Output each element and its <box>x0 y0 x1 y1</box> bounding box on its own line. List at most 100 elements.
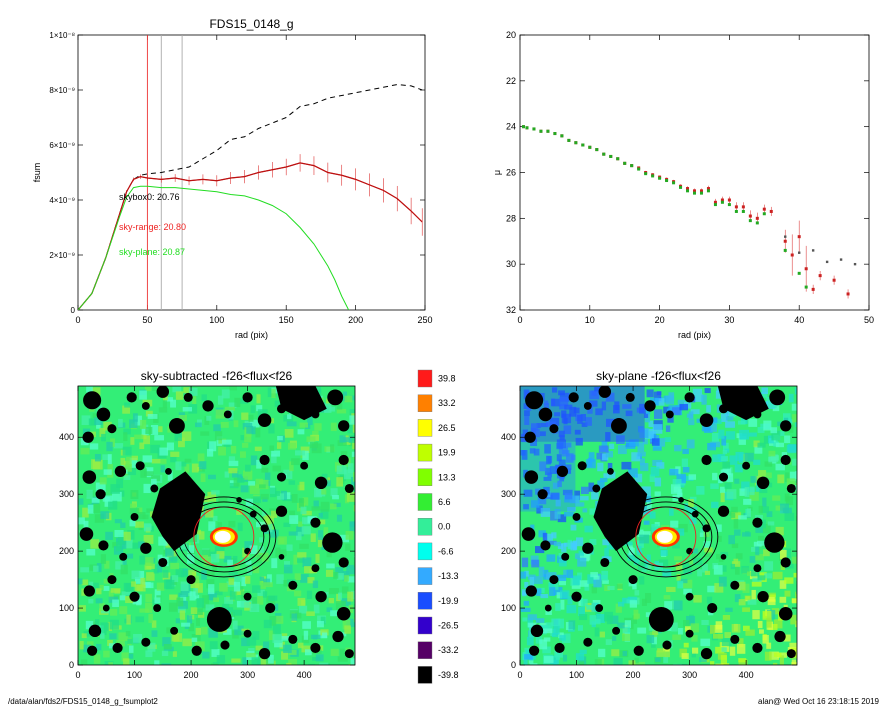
skysub-speckle <box>119 595 126 601</box>
skysub-speckle <box>344 395 353 403</box>
skysub-speckle <box>304 649 312 656</box>
skysub-speckle <box>83 644 92 653</box>
skyplane-speckle <box>771 608 780 615</box>
skysub-speckle <box>132 413 138 422</box>
skyplane-speckle <box>726 489 737 499</box>
skyplane-speckle <box>635 661 645 665</box>
skyplane-image <box>520 386 797 665</box>
skyplane-speckle <box>724 482 732 489</box>
skysub-speckle <box>237 522 243 532</box>
skysub-speckle <box>129 508 140 514</box>
mu-point <box>784 235 787 238</box>
skysub-speckle <box>352 423 355 433</box>
colorbar-swatch <box>417 394 433 412</box>
skysub-speckle <box>251 657 260 665</box>
skyplane-speckle <box>562 450 570 457</box>
skysub-mask-blob <box>327 389 344 406</box>
skyplane-speckle <box>725 421 736 428</box>
skyplane-speckle <box>683 588 692 595</box>
skysub-speckle <box>122 405 131 414</box>
skysub-mask-blob <box>243 629 252 638</box>
skysub-speckle <box>320 616 326 625</box>
skyplane-speckle <box>603 473 609 478</box>
skysub-speckle <box>117 534 126 545</box>
skyplane-speckle <box>707 585 716 593</box>
skyplane-speckle <box>682 448 689 455</box>
skyplane-speckle <box>733 558 739 564</box>
skyplane-speckle <box>730 563 736 570</box>
skysub-speckle <box>127 638 133 644</box>
skyplane-mask-blob <box>595 604 604 613</box>
skysub-speckle <box>172 386 182 393</box>
skyplane-speckle <box>556 442 563 450</box>
skyplane-speckle <box>638 576 645 585</box>
skysub-speckle <box>188 404 198 414</box>
skysub-speckle <box>296 531 302 541</box>
skyplane-speckle <box>540 593 549 599</box>
skyplane-speckle <box>535 636 543 644</box>
colorbar-swatch <box>417 592 433 610</box>
skysub-speckle <box>182 638 192 647</box>
skyplane-speckle <box>556 454 562 462</box>
skysub-speckle <box>291 613 298 621</box>
skyplane-speckle <box>637 627 647 634</box>
skyplane-speckle <box>702 564 708 573</box>
skysub-speckle <box>228 456 236 461</box>
skysub-speckle <box>140 468 147 478</box>
skysub-speckle <box>146 564 155 569</box>
skyplane-speckle <box>691 651 696 658</box>
skysub-speckle <box>115 541 123 552</box>
skyplane-speckle <box>580 598 588 607</box>
skysub-speckle <box>194 608 203 615</box>
skysub-xtick-label: 200 <box>184 670 199 680</box>
skysub-speckle <box>272 465 282 472</box>
skysub-speckle <box>157 554 163 561</box>
skyplane-speckle <box>641 598 647 606</box>
skysub-speckle <box>187 545 195 554</box>
skyplane-speckle <box>523 600 530 606</box>
skysub-mask-blob <box>102 604 110 612</box>
skysub-speckle <box>351 451 355 457</box>
skysub-speckle <box>252 585 261 593</box>
skyplane-speckle <box>789 471 796 482</box>
skysub-speckle <box>233 581 241 592</box>
skyplane-mask-blob <box>780 557 791 568</box>
skyplane-speckle <box>651 438 660 446</box>
skyplane-speckle <box>550 628 556 637</box>
skyplane-speckle <box>644 428 654 439</box>
skyplane-speckle <box>589 539 597 545</box>
skyplane-speckle <box>596 613 605 623</box>
skyplane-speckle <box>587 457 593 467</box>
colorbar-swatch <box>417 443 433 462</box>
skysub-speckle <box>131 570 141 580</box>
skysub-speckle <box>348 435 355 443</box>
skyplane-speckle <box>550 510 558 521</box>
mu-point <box>644 172 648 176</box>
skysub-speckle <box>220 421 229 428</box>
skyplane-speckle <box>660 549 668 556</box>
skyplane-speckle <box>742 607 751 612</box>
skyplane-speckle <box>546 455 551 465</box>
mu-point <box>525 126 529 130</box>
skyplane-speckle <box>621 461 632 470</box>
skysub-mask-blob <box>150 484 159 493</box>
skysub-speckle <box>132 542 139 549</box>
skyplane-speckle <box>689 559 694 565</box>
skyplane-speckle <box>598 445 609 453</box>
skysub-speckle <box>175 618 180 624</box>
skysub-speckle <box>182 407 193 412</box>
skyplane-speckle <box>764 651 772 661</box>
skysub-speckle <box>131 581 137 587</box>
skysub-speckle <box>258 552 269 562</box>
skysub-speckle <box>205 508 214 518</box>
skysub-mask-blob <box>311 564 320 573</box>
skysub-speckle <box>275 547 281 557</box>
skyplane-speckle <box>757 575 766 581</box>
skyplane-mask-blob <box>598 386 612 398</box>
skysub-speckle <box>179 610 186 620</box>
skysub-speckle <box>208 515 218 521</box>
skysub-speckle <box>343 437 352 443</box>
skysub-mask-blob <box>257 413 272 427</box>
skysub-speckle <box>256 405 263 412</box>
skyplane-ytick-label: 200 <box>501 546 516 556</box>
